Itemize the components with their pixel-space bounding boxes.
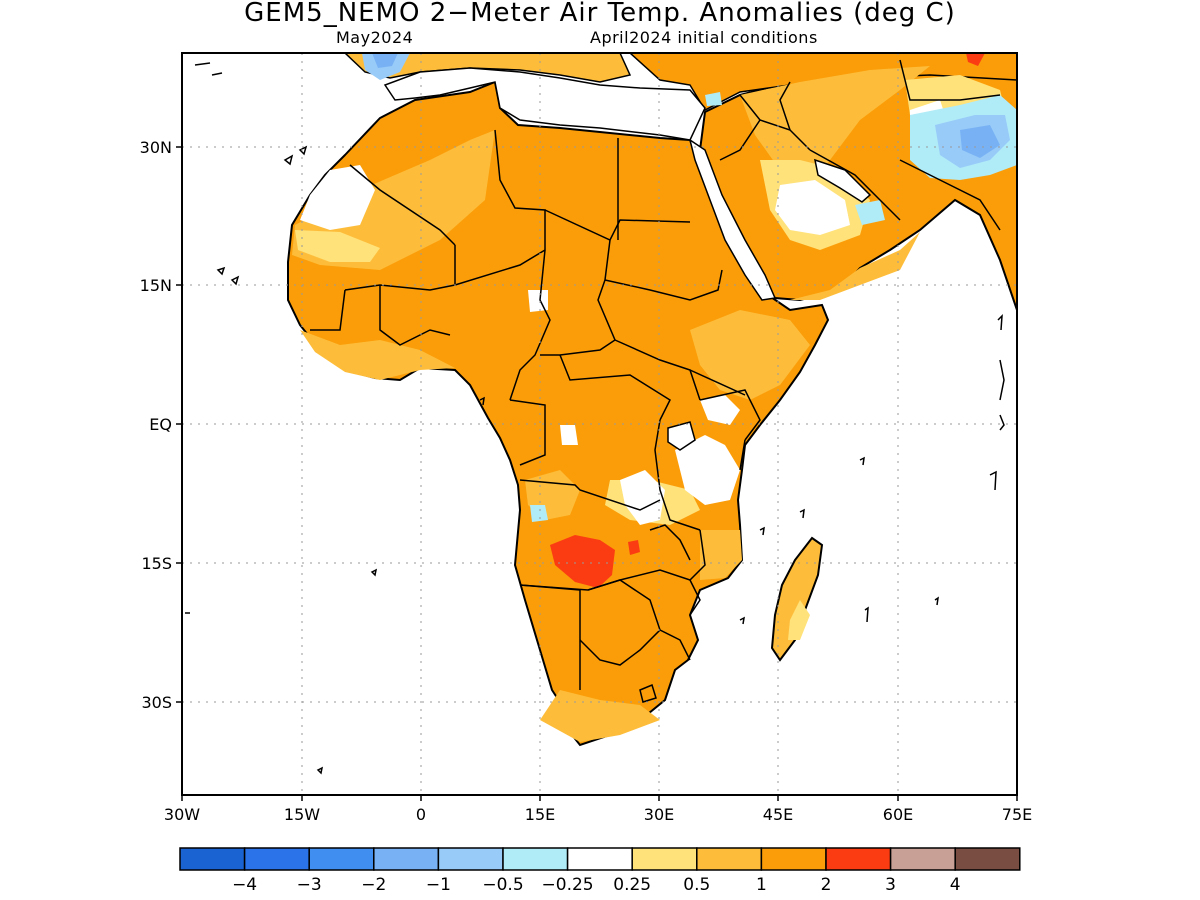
colorbar-swatch	[889, 847, 956, 871]
colorbar-label: 0.5	[683, 875, 710, 895]
colorbar-label: −0.25	[542, 875, 594, 895]
lon-label-30w: 30W	[164, 805, 200, 824]
lat-label-eq: EQ	[149, 415, 172, 434]
colorbar: −4 −3 −2 −1 −0.5 −0.25 0.25 0.5 1 2 3 4	[179, 847, 1021, 895]
colorbar-label: −2	[361, 875, 386, 895]
colorbar-label: −1	[426, 875, 451, 895]
islands	[185, 62, 1005, 775]
mediterranean	[383, 67, 706, 141]
colorbar-swatch	[243, 847, 310, 871]
red-sea	[688, 138, 777, 301]
colorbar-label: −0.5	[482, 875, 523, 895]
colorbar-swatch	[502, 847, 569, 871]
colorbar-swatch	[760, 847, 827, 871]
colorbar-label: 2	[821, 875, 832, 895]
colorbar-label: 0.25	[613, 875, 651, 895]
lat-label-15s: 15S	[141, 554, 172, 573]
lat-label-30s: 30S	[141, 693, 172, 712]
colorbar-swatch	[179, 847, 246, 871]
colorbar-swatch	[696, 847, 763, 871]
colorbar-label: −4	[232, 875, 257, 895]
lon-label-0: 0	[416, 805, 426, 824]
forecast-month: May2024	[336, 28, 414, 47]
persian-gulf	[814, 158, 872, 203]
longitude-labels: 30W 15W 0 15E 30E 45E 60E 75E	[164, 805, 1032, 824]
gridlines	[182, 53, 1017, 795]
madagascar	[770, 536, 824, 662]
colorbar-label: 4	[950, 875, 961, 895]
colorbar-swatch	[373, 847, 440, 871]
cool-anomaly-zones	[362, 53, 1017, 522]
map-title: GEM5_NEMO 2−Meter Air Temp. Anomalies (d…	[244, 0, 956, 28]
lon-label-45e: 45E	[763, 805, 793, 824]
colorbar-swatch	[825, 847, 892, 871]
colorbar-label: 3	[885, 875, 896, 895]
colorbar-swatch	[437, 847, 504, 871]
lake-victoria	[667, 421, 696, 451]
latitude-labels: 30N 15N EQ 15S 30S	[140, 138, 172, 712]
lat-label-15n: 15N	[140, 276, 172, 295]
colorbar-label: 1	[756, 875, 767, 895]
axis-ticks	[176, 146, 1018, 801]
country-borders	[310, 59, 1001, 703]
colorbar-label: −3	[297, 875, 322, 895]
lon-label-60e: 60E	[883, 805, 913, 824]
anomaly-field	[182, 53, 1017, 795]
lon-label-15w: 15W	[284, 805, 320, 824]
lat-label-30n: 30N	[140, 138, 172, 157]
lon-label-30e: 30E	[644, 805, 674, 824]
colorbar-swatch	[631, 847, 698, 871]
lon-label-75e: 75E	[1002, 805, 1032, 824]
colorbar-swatch	[954, 847, 1021, 871]
lon-label-15e: 15E	[525, 805, 555, 824]
colorbar-swatch	[566, 847, 633, 871]
initial-conditions: April2024 initial conditions	[590, 28, 818, 47]
hot-anomaly-zones	[550, 53, 985, 588]
colorbar-swatch	[308, 847, 375, 871]
